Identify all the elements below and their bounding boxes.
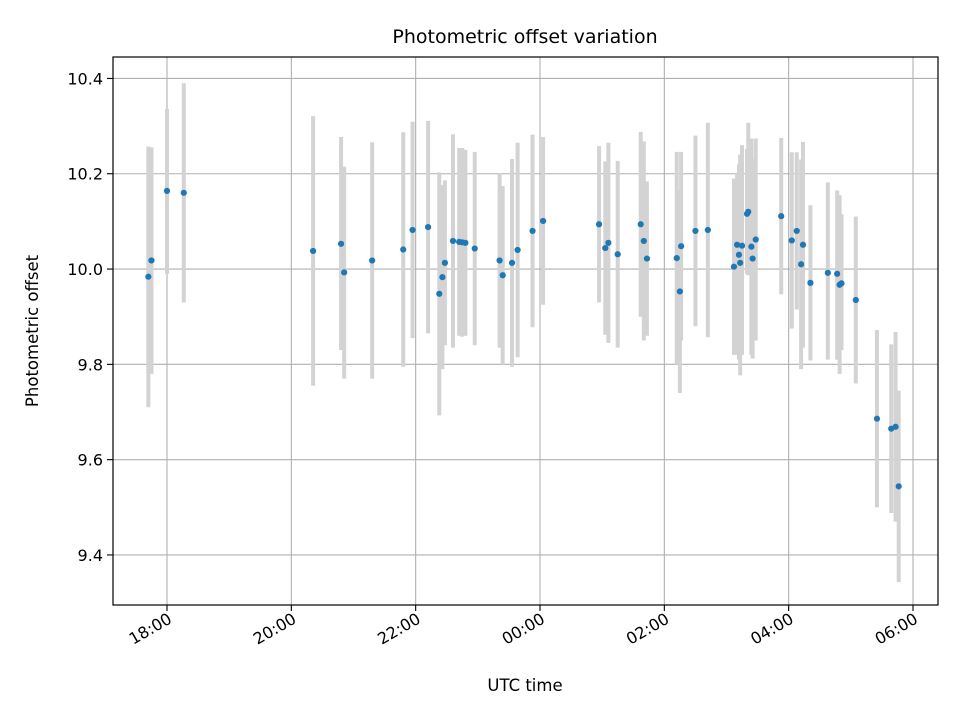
data-point [163, 187, 171, 195]
data-point [704, 226, 711, 234]
y-tick-label: 9.8 [78, 355, 103, 374]
y-axis-label: Photometric offset [23, 254, 42, 407]
data-point [678, 243, 685, 250]
data-point [838, 280, 845, 287]
data-point [595, 221, 603, 228]
y-axis: 9.4 9.6 9.8 10.0 10.2 10.4 [67, 69, 113, 565]
data-point [441, 259, 448, 266]
y-tick-label: 9.6 [78, 451, 103, 470]
data-point [738, 242, 746, 249]
data-point [637, 221, 644, 228]
chart-title: Photometric offset variation [392, 26, 657, 48]
data-point [436, 290, 443, 297]
data-point [824, 269, 831, 276]
data-point [425, 224, 432, 231]
data-point [514, 246, 521, 254]
data-point [748, 243, 755, 250]
data-point [873, 415, 881, 422]
y-tick-label: 10.4 [67, 69, 103, 88]
data-point [449, 237, 457, 245]
data-point [614, 251, 621, 258]
data-point [745, 208, 752, 215]
data-point [499, 272, 506, 279]
x-axis-label: UTC time [487, 676, 562, 695]
data-point [369, 257, 376, 264]
data-point [895, 483, 902, 490]
y-tick-label: 10.0 [67, 260, 103, 279]
data-point [643, 255, 651, 262]
plot-frame [112, 56, 939, 606]
data-point [409, 226, 416, 234]
data-point [640, 237, 647, 245]
data-point [749, 255, 756, 262]
data-point [496, 257, 503, 264]
y-tick-label: 9.4 [78, 546, 103, 565]
data-point [752, 236, 759, 243]
data-point [807, 279, 814, 286]
data-point [892, 423, 899, 430]
data-point [148, 257, 155, 264]
data-point [145, 273, 152, 280]
data-point [341, 269, 348, 276]
data-point [605, 239, 612, 246]
data-point [540, 217, 547, 225]
data-point [508, 259, 516, 266]
data-point [730, 263, 738, 270]
data-point [793, 227, 800, 235]
data-point [778, 213, 785, 220]
data-point [462, 239, 469, 246]
data-point [733, 241, 741, 248]
data-point [788, 237, 795, 244]
data-point [852, 296, 859, 304]
data-point [673, 254, 680, 262]
data-point [692, 227, 699, 235]
data-point [529, 227, 536, 235]
data-point [439, 274, 446, 281]
data-point [799, 241, 807, 248]
data-point [180, 189, 187, 196]
data-point [471, 245, 478, 252]
data-point [735, 251, 743, 258]
data-point [834, 270, 841, 277]
data-point [798, 261, 805, 268]
data-point [676, 288, 683, 295]
data-point [309, 247, 317, 255]
data-point [737, 259, 744, 266]
data-point [602, 244, 609, 252]
data-point [400, 246, 407, 253]
y-tick-label: 10.2 [67, 165, 103, 184]
data-point [337, 240, 345, 247]
data-markers [145, 187, 902, 490]
